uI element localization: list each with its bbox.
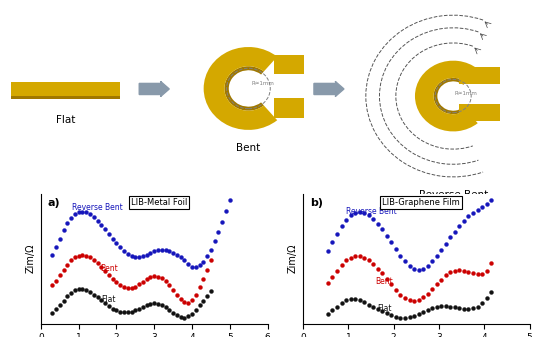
Bar <box>11 82 120 96</box>
Text: Reverse Bent: Reverse Bent <box>419 189 488 200</box>
Text: Flat: Flat <box>102 295 116 304</box>
Y-axis label: Zim/Ω: Zim/Ω <box>26 244 35 273</box>
Wedge shape <box>204 47 277 130</box>
Text: Bent: Bent <box>376 277 394 286</box>
Bar <box>274 55 304 74</box>
Wedge shape <box>415 61 478 131</box>
Text: Flat: Flat <box>377 304 392 313</box>
Text: LIB-Metal Foil: LIB-Metal Foil <box>130 198 187 207</box>
Text: Reverse Bent: Reverse Bent <box>72 204 123 212</box>
Text: b): b) <box>310 198 323 208</box>
Bar <box>460 67 501 84</box>
Text: a): a) <box>48 198 61 208</box>
Wedge shape <box>434 78 466 114</box>
Wedge shape <box>224 66 264 111</box>
Text: Bent: Bent <box>100 264 118 273</box>
Bar <box>274 98 304 118</box>
Bar <box>11 95 120 99</box>
Text: R≈1mm: R≈1mm <box>454 91 477 96</box>
Bar <box>460 104 501 121</box>
Text: Flat: Flat <box>56 115 75 125</box>
Text: Reverse Bent: Reverse Bent <box>346 207 396 216</box>
Text: LIB-Graphene Film: LIB-Graphene Film <box>382 198 460 207</box>
Y-axis label: Zim/Ω: Zim/Ω <box>288 244 298 273</box>
Text: Bent: Bent <box>236 143 260 153</box>
Text: R≈1mm: R≈1mm <box>251 81 274 86</box>
FancyArrow shape <box>314 81 344 96</box>
FancyArrow shape <box>139 81 169 96</box>
